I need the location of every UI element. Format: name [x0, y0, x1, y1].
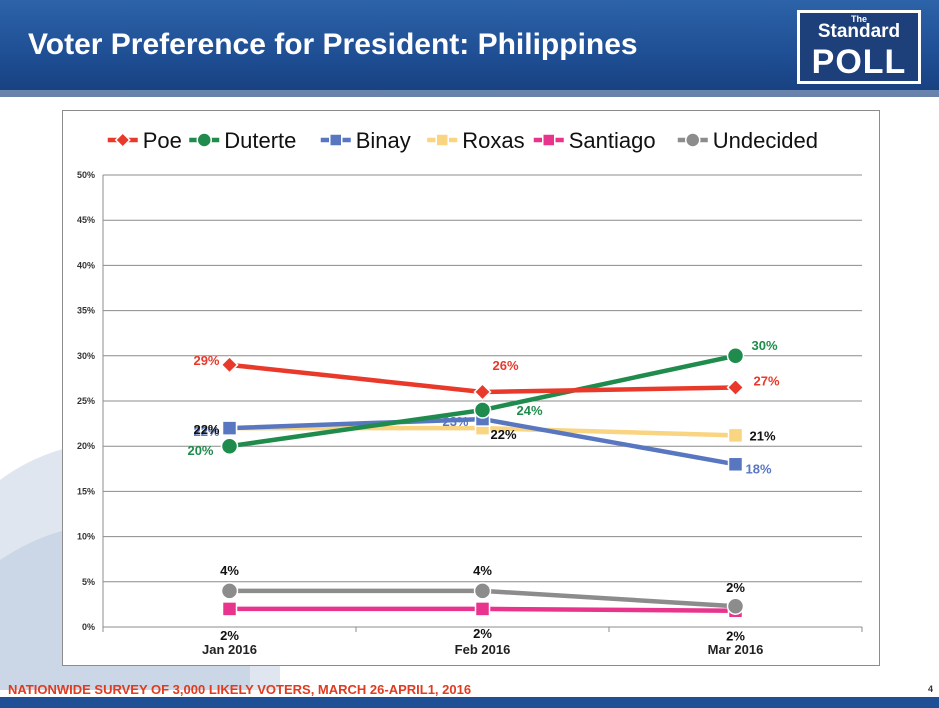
y-tick-label: 40%	[77, 260, 95, 270]
x-tick-label: Mar 2016	[708, 642, 764, 657]
marker-duterte	[220, 437, 239, 455]
y-tick-label: 5%	[82, 577, 95, 587]
legend-item-binay: Binay	[320, 128, 411, 153]
data-label-santiago: 2%	[473, 626, 492, 641]
legend-swatch-marker	[685, 132, 701, 148]
legend-swatch-marker	[114, 131, 131, 149]
marker-santiago	[221, 601, 238, 617]
gridlines	[103, 174, 862, 583]
logo-line-1: Standard	[817, 21, 901, 42]
legend-swatch-marker	[542, 133, 556, 147]
data-label-poe: 29%	[193, 353, 219, 368]
y-tick-label: 45%	[77, 215, 95, 225]
data-label-binay: 22%	[193, 424, 219, 439]
data-label-poe: 26%	[493, 358, 519, 373]
legend-label: Santiago	[569, 128, 656, 153]
y-tick-label: 25%	[77, 396, 95, 406]
data-label-duterte: 24%	[517, 403, 543, 418]
legend-item-poe: Poe	[107, 128, 182, 153]
marker-undecided	[726, 597, 745, 615]
data-label-binay: 23%	[442, 414, 468, 429]
header-stripe	[0, 90, 939, 97]
marker-binay	[221, 420, 238, 436]
y-tick-label: 20%	[77, 441, 95, 451]
axes	[102, 175, 863, 632]
marker-duterte	[726, 347, 745, 365]
legend-label: Poe	[143, 128, 182, 153]
data-label-roxas: 22%	[193, 422, 219, 437]
legend-label: Duterte	[224, 128, 296, 153]
data-label-santiago: 2%	[220, 628, 239, 643]
logo-line-2: POLL	[811, 43, 907, 81]
page-number: 4	[928, 684, 934, 694]
y-tick-label: 15%	[77, 486, 95, 496]
series-markers	[220, 347, 745, 619]
marker-undecided	[473, 582, 492, 600]
logo-small-text: The	[850, 14, 867, 24]
marker-roxas	[727, 427, 744, 444]
marker-undecided	[220, 582, 239, 600]
marker-poe	[726, 378, 745, 397]
standard-poll-logo: The Standard POLL	[797, 10, 921, 84]
marker-poe	[220, 355, 239, 374]
legend-swatch-marker	[329, 133, 343, 147]
marker-duterte	[473, 401, 492, 419]
legend-label: Roxas	[462, 128, 524, 153]
y-tick-labels: 0% 5% 10% 15% 20% 25% 30% 35% 40% 45% 50%	[77, 170, 95, 632]
data-label-poe: 27%	[754, 373, 780, 388]
footer-bar	[0, 697, 939, 708]
legend-swatch-marker	[435, 133, 449, 147]
y-tick-label: 35%	[77, 306, 95, 316]
legend-label: Undecided	[713, 128, 818, 153]
legend-item-undecided: Undecided	[677, 128, 818, 153]
data-label-undecided: 4%	[220, 563, 239, 578]
survey-footnote: NATIONWIDE SURVEY OF 3,000 LIKELY VOTERS…	[8, 682, 472, 697]
y-tick-label: 10%	[77, 532, 95, 542]
legend-item-duterte: Duterte	[189, 128, 296, 153]
page-title: Voter Preference for President: Philippi…	[28, 28, 638, 61]
legend-swatch-marker	[196, 132, 212, 148]
data-label-undecided: 2%	[726, 580, 745, 595]
header-banner	[0, 0, 939, 97]
y-tick-label: 50%	[77, 170, 95, 180]
marker-poe	[473, 382, 492, 402]
data-label-duterte: 30%	[752, 338, 778, 353]
x-tick-labels: Jan 2016 Feb 2016 Mar 2016	[202, 642, 763, 657]
data-label-binay: 18%	[746, 461, 772, 476]
data-label-undecided: 4%	[473, 563, 492, 578]
data-label-duterte: 20%	[187, 443, 213, 458]
legend-item-santiago: Santiago	[533, 128, 656, 153]
chart-legend: Poe Duterte Binay Roxas Santiago Undecided	[107, 128, 818, 153]
marker-binay	[727, 456, 744, 473]
x-tick-label: Feb 2016	[455, 642, 511, 657]
legend-label: Binay	[356, 128, 411, 153]
data-label-roxas: 22%	[491, 427, 517, 442]
y-tick-label: 0%	[82, 622, 95, 632]
data-label-roxas: 21%	[750, 428, 776, 443]
data-label-santiago: 2%	[726, 629, 745, 644]
marker-santiago	[474, 601, 491, 617]
y-tick-label: 30%	[77, 351, 95, 361]
x-tick-label: Jan 2016	[202, 642, 257, 657]
legend-item-roxas: Roxas	[427, 128, 525, 153]
data-labels: 29% 26%27%20%24%30%22%23%18%22% 22% 21%2% 2%…	[187, 338, 779, 644]
